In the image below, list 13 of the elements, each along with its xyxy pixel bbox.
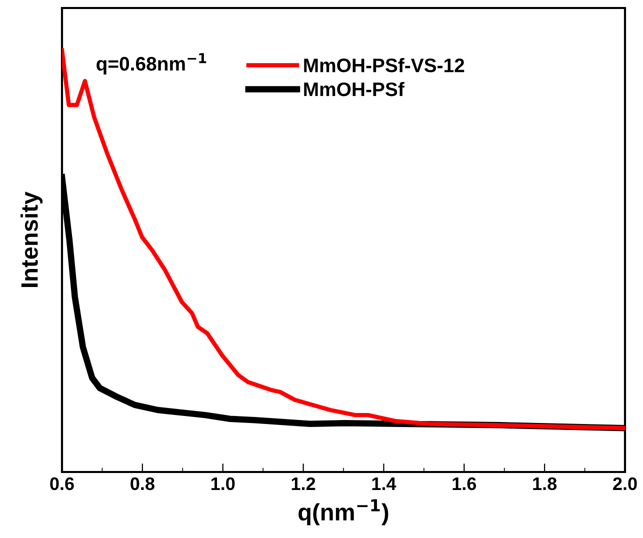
x-tick-label: 1.8 [533,477,557,490]
x-tick-label: 1.0 [211,477,235,490]
x-axis-title: q(nm$^{−1}$) [298,499,388,526]
x-tick-label: 1.4 [372,478,396,490]
x-tick-label: 1.6 [452,477,476,490]
y-axis-title: Intensity [20,192,43,287]
legend-label: MmOH-PSf [304,82,404,96]
x-tick-label: 0.8 [130,477,154,490]
x-tick-label: 1.2 [292,477,316,490]
annotation: q=0.68nm$^{−1}$ [96,53,206,75]
legend-label: MmOH-PSf-VS-12 [304,58,464,72]
x-tick-label: 0.6 [50,477,74,490]
x-tick-label: 2.0 [613,477,637,490]
